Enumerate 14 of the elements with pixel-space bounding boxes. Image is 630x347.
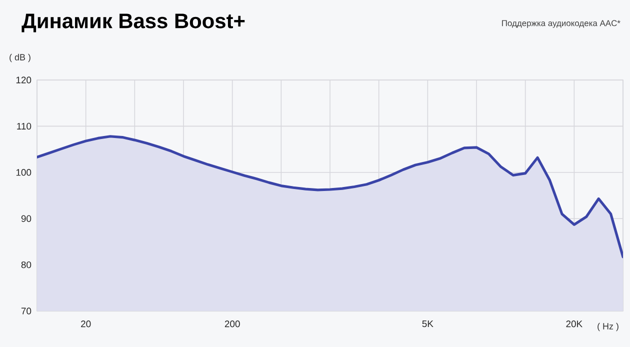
- x-tick-label: 5K: [422, 320, 434, 328]
- x-tick-label: 20K: [566, 320, 582, 328]
- y-tick-label: 110: [17, 122, 32, 130]
- x-tick-label: 20: [81, 320, 91, 328]
- chart-subtitle: Поддержка аудиокодека AAC*: [502, 20, 620, 28]
- x-axis-title: ( Hz ): [598, 322, 618, 332]
- y-tick-label: 120: [16, 76, 32, 84]
- y-axis-title: ( dB ): [10, 54, 30, 62]
- y-tick-label: 70: [21, 308, 32, 314]
- y-tick-label: 100: [16, 169, 32, 176]
- x-tick-label: 200: [224, 320, 240, 328]
- chart-title: Динамик Bass Boost+: [22, 14, 245, 32]
- y-tick-label: 90: [21, 215, 32, 222]
- y-tick-label: 80: [21, 261, 32, 268]
